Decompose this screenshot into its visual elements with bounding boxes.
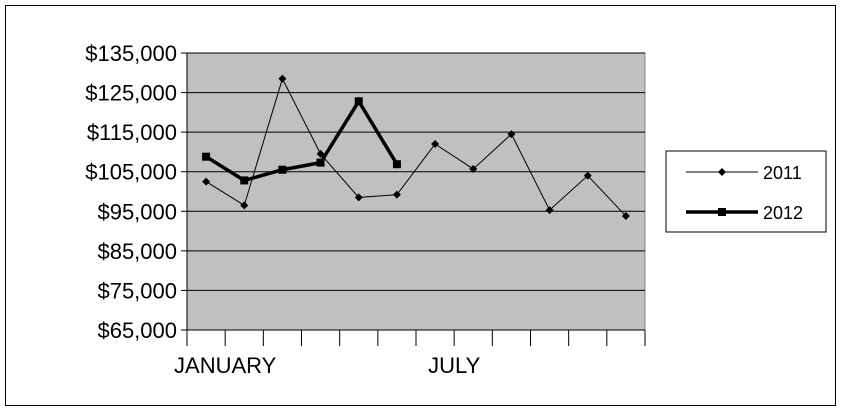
series-marker <box>621 212 630 221</box>
series-marker <box>392 190 401 199</box>
axes <box>186 53 646 346</box>
y-tick-label: $115,000 <box>87 120 177 145</box>
series-marker <box>354 193 363 202</box>
y-axis-labels: $135,000 $125,000 $115,000 $105,000 $95,000 $… <box>85 41 177 343</box>
legend-item: 2011 <box>686 163 802 183</box>
legend-box <box>665 150 827 233</box>
y-tick-label: $125,000 <box>85 81 177 106</box>
legend-label: 2011 <box>763 163 802 183</box>
series-marker <box>718 208 726 216</box>
series-marker <box>316 149 325 158</box>
y-tick-label: $105,000 <box>85 160 177 185</box>
y-tick-label: $85,000 <box>97 239 177 264</box>
series-marker <box>392 160 401 169</box>
y-tick-label: $95,000 <box>97 199 177 224</box>
series-marker <box>469 164 478 173</box>
series-marker <box>240 201 249 210</box>
gridlines <box>181 52 645 331</box>
series-line <box>205 97 399 183</box>
series-2011 <box>202 74 630 221</box>
legend-label: 2012 <box>763 203 803 223</box>
series-marker <box>202 177 211 186</box>
legend-item: 2012 <box>686 203 803 223</box>
series-marker <box>583 171 592 180</box>
series-marker <box>278 74 287 83</box>
y-tick-label: $65,000 <box>97 318 177 343</box>
y-tick-label: $75,000 <box>97 278 177 303</box>
series-marker <box>240 176 249 185</box>
series-2012 <box>202 97 401 185</box>
legend: 2011 2012 <box>665 150 827 233</box>
series-marker <box>718 168 726 176</box>
series-marker <box>431 140 440 149</box>
y-tick-label: $135,000 <box>85 41 177 66</box>
x-tick-label: JULY <box>428 353 480 378</box>
x-axis-labels: JANUARY JULY <box>174 353 481 378</box>
series-group <box>202 74 630 221</box>
plot-area <box>186 52 646 331</box>
x-tick-label: JANUARY <box>174 353 277 378</box>
series-marker <box>545 206 554 215</box>
series-line <box>205 77 627 217</box>
series-marker <box>202 152 211 161</box>
series-marker <box>316 158 325 167</box>
series-marker <box>507 130 516 139</box>
series-marker <box>278 165 287 174</box>
series-marker <box>354 97 363 106</box>
